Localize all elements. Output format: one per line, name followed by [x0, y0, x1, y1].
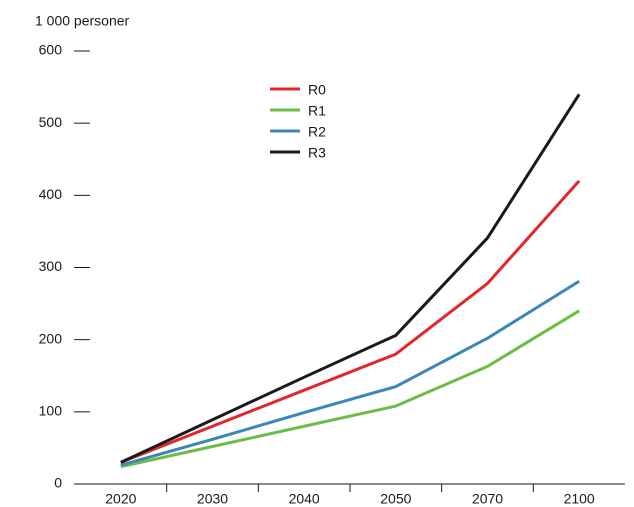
x-tick-label: 2050 [380, 491, 411, 507]
x-tick-label: 2070 [472, 491, 503, 507]
y-tick-label: 200 [39, 330, 63, 346]
data-line [120, 179, 581, 464]
legend-label: R0 [308, 82, 326, 98]
legend-label: R2 [308, 124, 326, 140]
y-tick-label: 600 [39, 42, 63, 58]
legend-label: R1 [308, 103, 326, 119]
y-tick-label: 0 [54, 475, 62, 491]
y-tick-label: 100 [39, 403, 63, 419]
y-axis-label: 1 000 personer [35, 13, 130, 29]
data-line [120, 279, 580, 467]
data-line [120, 309, 580, 469]
x-tick-label: 2030 [197, 491, 228, 507]
x-tick-label: 2040 [289, 491, 320, 507]
x-tick-label: 2020 [105, 491, 136, 507]
x-tick-label: 2100 [564, 491, 595, 507]
data-line [120, 93, 581, 464]
y-tick-label: 300 [39, 258, 63, 274]
y-tick-label: 500 [39, 114, 63, 130]
y-tick-label: 400 [39, 186, 63, 202]
legend-label: R3 [308, 145, 326, 161]
